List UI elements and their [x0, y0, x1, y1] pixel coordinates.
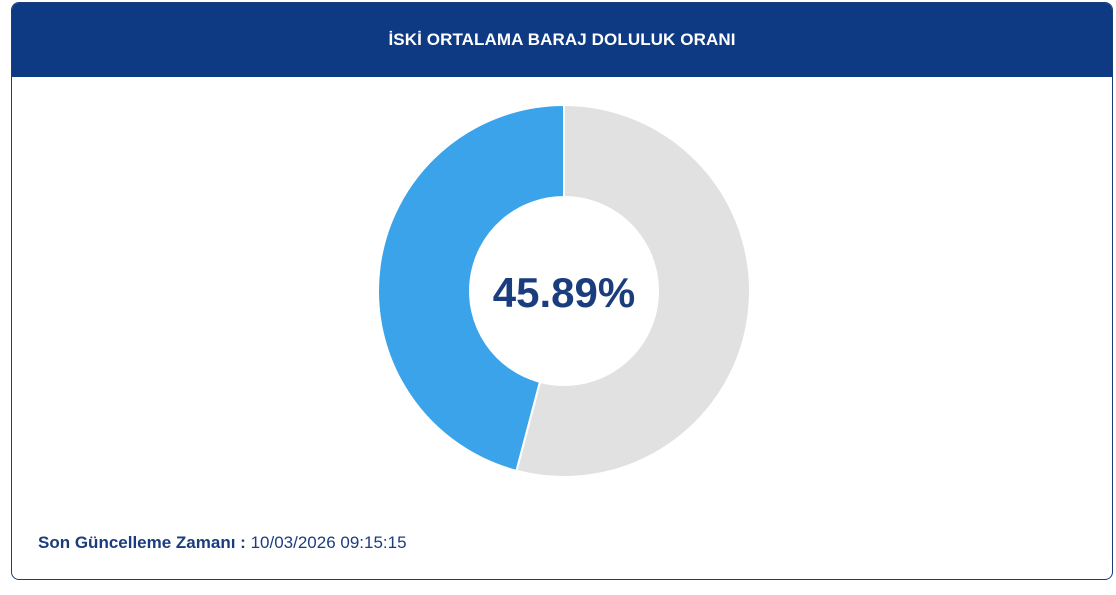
donut-chart: 45.89% [377, 103, 751, 478]
card-header: İSKİ ORTALAMA BARAJ DOLULUK ORANI [12, 3, 1112, 77]
donut-center-label: 45.89% [493, 269, 635, 316]
card-title: İSKİ ORTALAMA BARAJ DOLULUK ORANI [388, 30, 736, 49]
donut-slice-filled [377, 103, 565, 473]
chart-area: 45.89% [12, 77, 1112, 497]
last-update-value: 10/03/2026 09:15:15 [250, 533, 407, 552]
reservoir-card: İSKİ ORTALAMA BARAJ DOLULUK ORANI 45.89%… [11, 2, 1113, 580]
last-update-label: Son Güncelleme Zamanı : [38, 533, 246, 552]
donut-slice-empty [515, 103, 751, 478]
last-update: Son Güncelleme Zamanı : 10/03/2026 09:15… [38, 533, 407, 553]
